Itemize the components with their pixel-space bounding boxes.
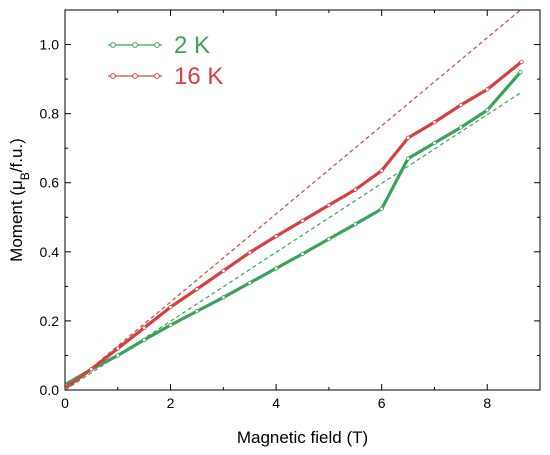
data-point-2-k <box>273 266 279 271</box>
legend-marker-16-k <box>154 73 160 79</box>
data-point-2-k <box>115 353 120 358</box>
data-point-2-k <box>432 140 437 146</box>
y-tick-label: 1.0 <box>40 37 60 53</box>
fit-lines <box>65 10 521 390</box>
data-point-2-k <box>141 337 147 343</box>
legend-marker-2-k <box>154 42 160 48</box>
y-tick-label: 0.2 <box>40 313 60 329</box>
legend-label-2-k: 2 K <box>174 32 210 59</box>
legend-label-16-k: 16 K <box>174 63 223 90</box>
data-point-16-k <box>141 325 147 331</box>
legend-marker-16-k <box>110 73 116 79</box>
x-tick-label: 8 <box>483 395 491 411</box>
x-tick-label: 6 <box>378 395 386 411</box>
data-point-2-k <box>485 107 490 113</box>
axes: 0 2 4 6 8 0.0 0.2 0.4 0.6 0.8 1.0 <box>40 9 541 411</box>
data-point-16-k <box>300 218 305 223</box>
y-tick-label: 0.8 <box>40 106 60 122</box>
y-tick-label: 0.0 <box>40 382 60 398</box>
y-axis-title-suffix: /f.u.) <box>7 138 26 172</box>
data-point-16-k <box>89 367 94 372</box>
x-tick-label: 2 <box>167 395 175 411</box>
data-point-16-k <box>379 168 384 173</box>
y-axis-title-prefix: Moment (μ <box>7 180 26 262</box>
legend-marker-2-k <box>110 42 116 48</box>
x-tick-label: 0 <box>61 395 69 411</box>
fit-line-16-k <box>65 10 521 390</box>
data-point-2-k <box>300 251 305 257</box>
data-point-16-k <box>247 250 252 255</box>
data-point-16-k <box>432 120 437 125</box>
data-point-16-k <box>115 346 120 351</box>
data-point-2-k <box>168 322 173 328</box>
series-line-16-k <box>65 60 523 390</box>
y-tick-label: 0.4 <box>40 244 60 260</box>
y-axis-title-subscript: B <box>18 172 32 180</box>
plot-frame <box>64 9 541 391</box>
data-point-16-k <box>519 59 524 65</box>
data-point-2-k <box>518 69 523 75</box>
y-tick-label: 0.6 <box>40 175 60 191</box>
data-point-2-k <box>353 221 358 227</box>
x-axis-title: Magnetic field (T) <box>237 428 368 447</box>
data-point-2-k <box>458 125 464 130</box>
legend-marker-16-k <box>132 73 138 79</box>
legend-marker-2-k <box>132 42 138 48</box>
data-point-16-k <box>273 234 279 239</box>
data-point-16-k <box>194 286 200 292</box>
data-point-16-k <box>353 187 358 192</box>
data-point-16-k <box>221 268 226 274</box>
data-point-2-k <box>326 236 332 242</box>
series-lines <box>65 59 524 390</box>
data-point-2-k <box>405 156 411 161</box>
data-point-16-k <box>326 202 332 208</box>
legend: 2 K 16 K <box>108 32 223 90</box>
x-tick-label: 4 <box>272 395 280 411</box>
data-point-2-k <box>194 309 200 314</box>
data-point-2-k <box>221 295 226 300</box>
series-line-2-k <box>65 71 522 387</box>
data-point-2-k <box>247 280 252 286</box>
data-point-16-k <box>485 87 490 92</box>
data-point-2-k <box>379 206 384 212</box>
y-axis-title: Moment (μB/f.u.) <box>7 138 32 262</box>
data-point-16-k <box>458 102 464 108</box>
data-point-16-k <box>168 304 173 310</box>
data-point-16-k <box>405 135 411 141</box>
